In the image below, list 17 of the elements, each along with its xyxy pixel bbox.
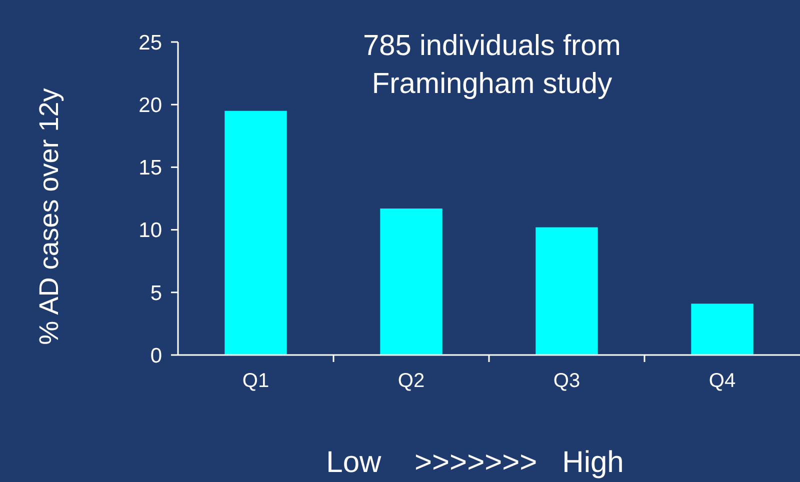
bar [536,227,598,355]
y-tick-label: 5 [150,282,162,305]
y-tick-label: 20 [138,94,162,117]
y-tick-label: 15 [138,156,162,180]
y-tick-label: 25 [138,31,162,54]
chart-title: 785 individuals from Framingham study [363,30,621,100]
x-tick-label: Q1 [242,370,270,392]
y-tick-label: 0 [150,344,162,368]
bar [380,208,442,355]
bar [224,110,287,355]
y-axis-title: % AD cases over 12y [34,88,64,345]
bar [691,304,754,355]
x-axis-title: Low >>>>>>> High [326,446,624,479]
x-tick-label: Q3 [553,370,580,392]
y-tick-label: 10 [138,219,162,242]
x-tick-label: Q2 [398,370,425,392]
x-tick-label: Q4 [708,370,736,392]
